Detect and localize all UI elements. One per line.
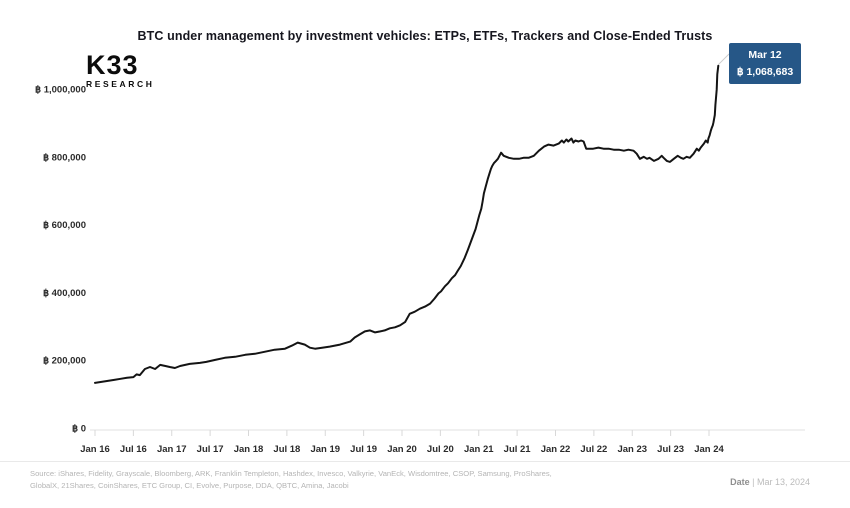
chart-title: BTC under management by investment vehic… [137,29,713,43]
callout-date: Mar 12 [748,49,781,61]
y-tick-label: ฿ 400,000 [43,288,86,299]
x-tick-label: Jul 18 [273,444,300,455]
date-stamp: Date | Mar 13, 2024 [730,477,810,487]
source-line-1: Source: iShares, Fidelity, Grayscale, Bl… [30,469,552,478]
logo-wordmark: K33 [86,50,139,80]
callout-connector-line [717,53,730,66]
x-tick-label: Jan 19 [310,444,340,455]
line-chart: ฿ 1,000,000 ฿ 800,000 ฿ 600,000 ฿ 400,000 ฿ … [35,43,805,455]
x-tick-label: Jan 17 [157,444,187,455]
x-tick-label: Jan 24 [694,444,724,455]
callout-badge: Mar 12 ฿ 1,068,683 [729,43,801,84]
footer-divider [0,461,850,462]
date-label: Date [730,477,750,487]
y-axis-labels: ฿ 1,000,000 ฿ 800,000 ฿ 600,000 ฿ 400,000 ฿ … [35,85,86,435]
x-tick-label: Jan 23 [617,444,647,455]
x-tick-label: Jul 16 [120,444,147,455]
x-tick-label: Jan 16 [80,444,110,455]
x-tick-label: Jan 18 [234,444,264,455]
y-tick-label: ฿ 200,000 [43,356,86,367]
y-tick-label: ฿ 0 [72,424,86,435]
x-tick-label: Jan 20 [387,444,417,455]
x-tick-label: Jul 17 [197,444,224,455]
x-tick-label: Jul 23 [657,444,684,455]
callout-box [729,43,801,84]
x-tick-label: Jan 21 [464,444,494,455]
x-tick-label: Jan 22 [541,444,571,455]
logo-subtitle: RESEARCH [86,79,155,89]
y-tick-label: ฿ 1,000,000 [35,85,86,96]
x-axis: Jan 16 Jul 16 Jan 17 Jul 17 Jan 18 Jul 18 Jan … [80,429,805,455]
btc-aum-line [94,64,720,384]
x-tick-label: Jul 22 [580,444,607,455]
y-tick-label: ฿ 800,000 [43,152,86,163]
x-tick-label: Jul 19 [350,444,377,455]
x-tick-label: Jul 20 [427,444,454,455]
k33-research-logo: K33 RESEARCH [86,52,155,89]
y-tick-label: ฿ 600,000 [43,220,86,231]
source-attribution: Source: iShares, Fidelity, Grayscale, Bl… [30,468,678,492]
x-tick-label: Jul 21 [504,444,532,455]
source-line-2: GlobalX, 21Shares, CoinShares, ETC Group… [30,480,349,490]
date-value: | Mar 13, 2024 [752,477,810,487]
callout-value: ฿ 1,068,683 [737,66,793,78]
